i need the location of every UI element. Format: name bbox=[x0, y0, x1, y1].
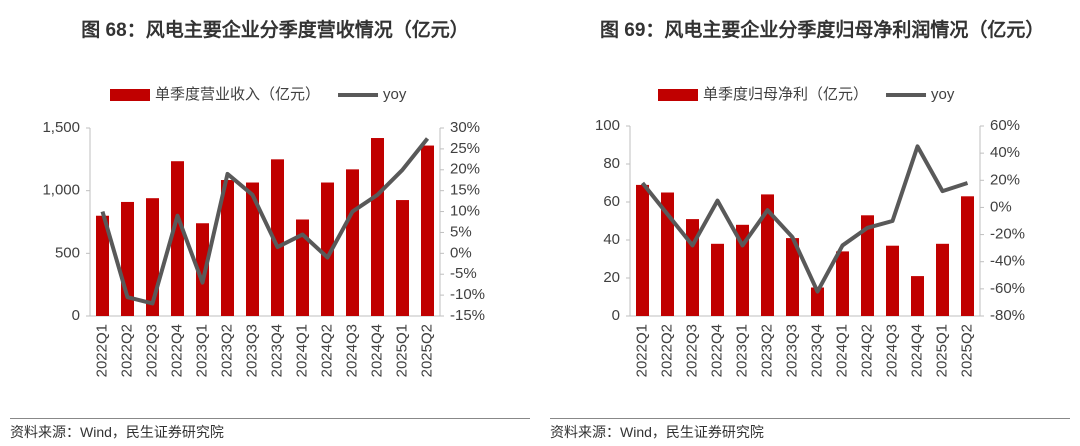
x-tick-label: 2022Q4 bbox=[708, 324, 725, 377]
x-tick-label: 2023Q4 bbox=[808, 324, 825, 377]
bar bbox=[171, 161, 184, 316]
bar bbox=[96, 215, 109, 316]
bar bbox=[321, 182, 334, 316]
x-tick-label: 2024Q2 bbox=[858, 324, 875, 377]
bar bbox=[221, 180, 234, 316]
x-tick-label: 2022Q3 bbox=[683, 324, 700, 377]
x-tick-label: 2024Q1 bbox=[293, 324, 310, 377]
legend-swatch bbox=[110, 89, 150, 101]
x-tick-label: 2022Q2 bbox=[658, 324, 675, 377]
bar bbox=[246, 182, 259, 316]
y-tick-label: 0 bbox=[612, 307, 620, 324]
x-tick-label: 2022Q2 bbox=[118, 324, 135, 377]
chart: 0 500 1,000 1,500 -15% -10% -5% 0% 5% 10% 15% 20% 25… bbox=[42, 86, 485, 377]
y-tick-label: 20 bbox=[603, 269, 620, 286]
x-tick-label: 2024Q4 bbox=[368, 324, 385, 377]
y-tick-label: 100 bbox=[595, 117, 620, 134]
bar bbox=[196, 223, 209, 316]
x-tick-label: 2024Q3 bbox=[343, 324, 360, 377]
x-tick-label: 2025Q1 bbox=[933, 324, 950, 377]
y2-tick-label: -20% bbox=[990, 226, 1025, 243]
x-tick-label: 2025Q1 bbox=[393, 324, 410, 377]
y2-tick-label: -40% bbox=[990, 253, 1025, 270]
y2-tick-label: 5% bbox=[450, 223, 472, 240]
bar bbox=[296, 219, 309, 316]
bar bbox=[836, 251, 849, 316]
x-tick-label: 2022Q1 bbox=[633, 324, 650, 377]
bar bbox=[911, 276, 924, 316]
y-tick-label: 500 bbox=[55, 244, 80, 261]
legend-label: yoy bbox=[931, 86, 955, 103]
x-tick-label: 2023Q3 bbox=[783, 324, 800, 377]
bar bbox=[811, 287, 824, 316]
y2-tick-label: 0% bbox=[990, 198, 1012, 215]
y-tick-label: 0 bbox=[72, 307, 80, 324]
y2-tick-label: -10% bbox=[450, 286, 485, 303]
bar bbox=[711, 243, 724, 316]
legend-swatch bbox=[658, 89, 698, 101]
x-tick-label: 2024Q4 bbox=[908, 324, 925, 377]
bar bbox=[661, 192, 674, 316]
y2-tick-label: 20% bbox=[450, 161, 480, 178]
panel: 0 500 1,000 1,500 -15% -10% -5% 0% 5% 10% 15% 20% 25… bbox=[10, 20, 530, 442]
y-tick-label: 1,500 bbox=[42, 119, 80, 136]
y2-tick-label: 20% bbox=[990, 171, 1020, 188]
bar bbox=[861, 215, 874, 316]
bar bbox=[421, 145, 434, 316]
legend-label: 单季度营业收入（亿元） bbox=[155, 86, 320, 103]
legend-label: yoy bbox=[383, 86, 407, 103]
bar bbox=[936, 243, 949, 316]
x-tick-label: 2022Q1 bbox=[93, 324, 110, 377]
chart-title: 图 68：风电主要企业分季度营收情况（亿元） bbox=[81, 20, 469, 41]
x-tick-label: 2022Q3 bbox=[143, 324, 160, 377]
panel: 0 20 40 60 80 100 -80% -60% -40% -20% 0% 20% 40% 60% 2… bbox=[540, 0, 1080, 446]
y2-tick-label: 0% bbox=[450, 244, 472, 261]
x-tick-label: 2023Q1 bbox=[193, 324, 210, 377]
y2-tick-label: -80% bbox=[990, 307, 1025, 324]
x-tick-label: 2024Q2 bbox=[318, 324, 335, 377]
y-tick-label: 1,000 bbox=[42, 182, 80, 199]
y-tick-label: 60 bbox=[603, 193, 620, 210]
y2-tick-label: 15% bbox=[450, 182, 480, 199]
x-tick-label: 2024Q1 bbox=[833, 324, 850, 377]
chart: 0 20 40 60 80 100 -80% -60% -40% -20% 0% 20% 40% 60% 2… bbox=[595, 86, 1025, 377]
line bbox=[100, 137, 430, 306]
chart-title: 图 69：风电主要企业分季度归母净利润情况（亿元） bbox=[600, 20, 1045, 41]
source-note: 资料来源：Wind，民生证券研究院 bbox=[10, 418, 530, 442]
y2-tick-label: -5% bbox=[450, 265, 477, 282]
bar bbox=[271, 159, 284, 316]
bar bbox=[736, 224, 749, 316]
y2-tick-label: 10% bbox=[450, 203, 480, 220]
y2-tick-label: 30% bbox=[450, 119, 480, 136]
x-tick-label: 2025Q2 bbox=[418, 324, 435, 377]
y2-tick-label: 25% bbox=[450, 140, 480, 157]
x-tick-label: 2023Q2 bbox=[218, 324, 235, 377]
x-tick-label: 2023Q2 bbox=[758, 324, 775, 377]
bar bbox=[761, 194, 774, 316]
y-tick-label: 80 bbox=[603, 155, 620, 172]
y2-tick-label: -60% bbox=[990, 280, 1025, 297]
bar bbox=[961, 196, 974, 316]
x-tick-label: 2023Q3 bbox=[243, 324, 260, 377]
x-tick-label: 2023Q4 bbox=[268, 324, 285, 377]
x-tick-label: 2024Q3 bbox=[883, 324, 900, 377]
bar bbox=[636, 184, 649, 316]
x-tick-label: 2025Q2 bbox=[958, 324, 975, 377]
bar bbox=[371, 138, 384, 316]
legend-label: 单季度归母净利（亿元） bbox=[703, 86, 868, 103]
line bbox=[640, 144, 969, 294]
y2-tick-label: 60% bbox=[990, 117, 1020, 134]
source-note: 资料来源：Wind，民生证券研究院 bbox=[550, 418, 1070, 442]
y2-tick-label: 40% bbox=[990, 144, 1020, 161]
x-tick-label: 2023Q1 bbox=[733, 324, 750, 377]
bar bbox=[786, 238, 799, 316]
bar bbox=[886, 245, 899, 316]
bar bbox=[346, 169, 359, 316]
bar bbox=[396, 200, 409, 316]
y-tick-label: 40 bbox=[603, 231, 620, 248]
y2-tick-label: -15% bbox=[450, 307, 485, 324]
x-tick-label: 2022Q4 bbox=[168, 324, 185, 377]
